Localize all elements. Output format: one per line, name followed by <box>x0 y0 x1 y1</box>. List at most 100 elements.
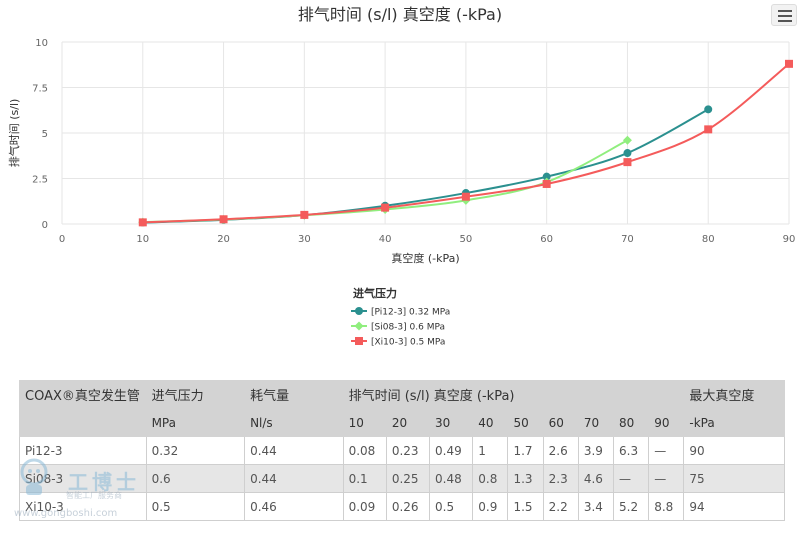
table-row: Xi10-3 0.5 0.46 0.09 0.26 0.5 0.9 1.5 2.… <box>19 492 785 521</box>
vacuum-level-cell: 90 <box>648 408 685 437</box>
table-cell: Si08-3 <box>19 464 147 493</box>
header-supply-pressure: 进气压力 <box>145 380 246 409</box>
table-cell: Pi12-3 <box>19 436 147 465</box>
table-cell: 8.8 <box>648 492 685 521</box>
legend-marker <box>355 337 363 345</box>
table-cell: 0.6 <box>145 464 246 493</box>
table-cell: 1.3 <box>507 464 544 493</box>
header-max-vacuum: 最大真空度 <box>683 380 785 409</box>
table-cell: 0.08 <box>342 436 387 465</box>
table-cell: Xi10-3 <box>19 492 147 521</box>
legend-marker <box>354 321 364 331</box>
x-tick-label: 80 <box>702 234 715 245</box>
vacuum-level-cell: 80 <box>612 408 650 437</box>
legend-item: [Si08-3] 0.6 MPa <box>351 321 445 333</box>
header-evacuation-time: 排气时间 (s/l) 真空度 (-kPa) <box>342 380 685 409</box>
header-model: COAX®真空发生管 <box>19 380 147 409</box>
vacuum-level-cell: 60 <box>542 408 579 437</box>
table-cell: 2.6 <box>542 436 579 465</box>
series-2 <box>138 59 793 227</box>
table-cell: 0.1 <box>342 464 387 493</box>
x-axis-title: 真空度 (-kPa) <box>391 251 459 265</box>
vacuum-level-cell: 40 <box>472 408 509 437</box>
legend-label: [Xi10-3] 0.5 MPa <box>371 338 445 348</box>
table-cell: — <box>648 436 685 465</box>
data-point <box>542 172 551 181</box>
vacuum-level-cell: 10 <box>342 408 387 437</box>
y-tick-label: 5 <box>42 129 48 140</box>
table-cell: 2.3 <box>542 464 579 493</box>
data-point <box>623 158 632 167</box>
table-cell: 2.2 <box>542 492 579 521</box>
header-air-consumption: 耗气量 <box>244 380 344 409</box>
table-cell: 3.9 <box>577 436 615 465</box>
table-row: Si08-3 0.6 0.44 0.1 0.25 0.48 0.8 1.3 2.… <box>19 464 785 493</box>
y-tick-label: 10 <box>35 38 48 49</box>
chart-menu-button[interactable] <box>771 4 797 26</box>
unit-cell: MPa <box>145 408 246 437</box>
table-cell: 75 <box>683 464 785 493</box>
table-cell: 0.48 <box>429 464 474 493</box>
legend-label: [Si08-3] 0.6 MPa <box>371 323 445 333</box>
vacuum-level-cell: 30 <box>429 408 474 437</box>
hamburger-icon-line <box>778 15 792 17</box>
table-cell: 0.32 <box>145 436 246 465</box>
table-cell: 90 <box>683 436 785 465</box>
x-tick-label: 90 <box>783 234 796 245</box>
legend-title: 进气压力 <box>353 286 397 300</box>
table-cell: 0.49 <box>429 436 474 465</box>
x-tick-label: 10 <box>136 234 149 245</box>
x-tick-label: 20 <box>217 234 230 245</box>
data-point <box>138 218 147 227</box>
x-tick-label: 0 <box>59 234 65 245</box>
table-cell: 3.4 <box>577 492 615 521</box>
hamburger-icon-line <box>778 20 792 22</box>
table-cell: 0.5 <box>429 492 474 521</box>
data-point <box>785 59 793 68</box>
table-cell: 94 <box>683 492 785 521</box>
data-point <box>542 179 551 188</box>
data-point <box>622 135 632 145</box>
spec-table: COAX®真空发生管 进气压力 耗气量 排气时间 (s/l) 真空度 (-kPa… <box>19 380 785 521</box>
table-unit-row: MPa Nl/s 10 20 30 40 50 60 70 80 90 -kPa <box>19 408 785 437</box>
data-point <box>623 149 632 158</box>
table-cell: 0.26 <box>385 492 431 521</box>
table-header-row: COAX®真空发生管 进气压力 耗气量 排气时间 (s/l) 真空度 (-kPa… <box>19 380 785 409</box>
data-point <box>704 105 713 114</box>
table-cell: 0.44 <box>244 436 344 465</box>
legend-label: [Pi12-3] 0.32 MPa <box>371 308 450 318</box>
legend-item: [Pi12-3] 0.32 MPa <box>351 307 450 318</box>
table-cell: 0.23 <box>385 436 431 465</box>
vacuum-level-cell: 50 <box>507 408 544 437</box>
table-cell: 1.5 <box>507 492 544 521</box>
table-cell: 0.9 <box>472 492 509 521</box>
data-point <box>219 215 228 224</box>
y-axis-title: 排气时间 (s/l) <box>7 99 21 168</box>
table-cell: — <box>612 464 650 493</box>
table-row: Pi12-3 0.32 0.44 0.08 0.23 0.49 1 1.7 2.… <box>19 436 785 465</box>
data-point <box>461 192 470 201</box>
table-cell: 1 <box>472 436 509 465</box>
data-point <box>704 125 713 134</box>
unit-cell: Nl/s <box>244 408 344 437</box>
y-tick-label: 7.5 <box>32 84 48 95</box>
unit-cell: -kPa <box>683 408 785 437</box>
table-cell: 0.25 <box>385 464 431 493</box>
data-point <box>381 203 390 212</box>
vacuum-level-cell: 70 <box>577 408 615 437</box>
table-cell: 0.5 <box>145 492 246 521</box>
y-tick-label: 2.5 <box>32 175 48 186</box>
legend-item: [Xi10-3] 0.5 MPa <box>351 337 445 348</box>
x-tick-label: 40 <box>379 234 392 245</box>
hamburger-icon <box>778 10 792 12</box>
x-tick-label: 30 <box>298 234 311 245</box>
x-tick-label: 70 <box>621 234 634 245</box>
chart-title: 排气时间 (s/l) 真空度 (-kPa) <box>298 5 502 24</box>
table-cell: 1.7 <box>507 436 544 465</box>
unit-blank <box>19 408 147 437</box>
table-cell: 0.44 <box>244 464 344 493</box>
series-line <box>142 63 790 224</box>
table-cell: 5.2 <box>612 492 650 521</box>
line-chart: 排气时间 (s/l) 真空度 (-kPa) 0 2.5 5 7.5 10 0 10 20 30 40… <box>7 5 796 348</box>
table-cell: 6.3 <box>612 436 650 465</box>
